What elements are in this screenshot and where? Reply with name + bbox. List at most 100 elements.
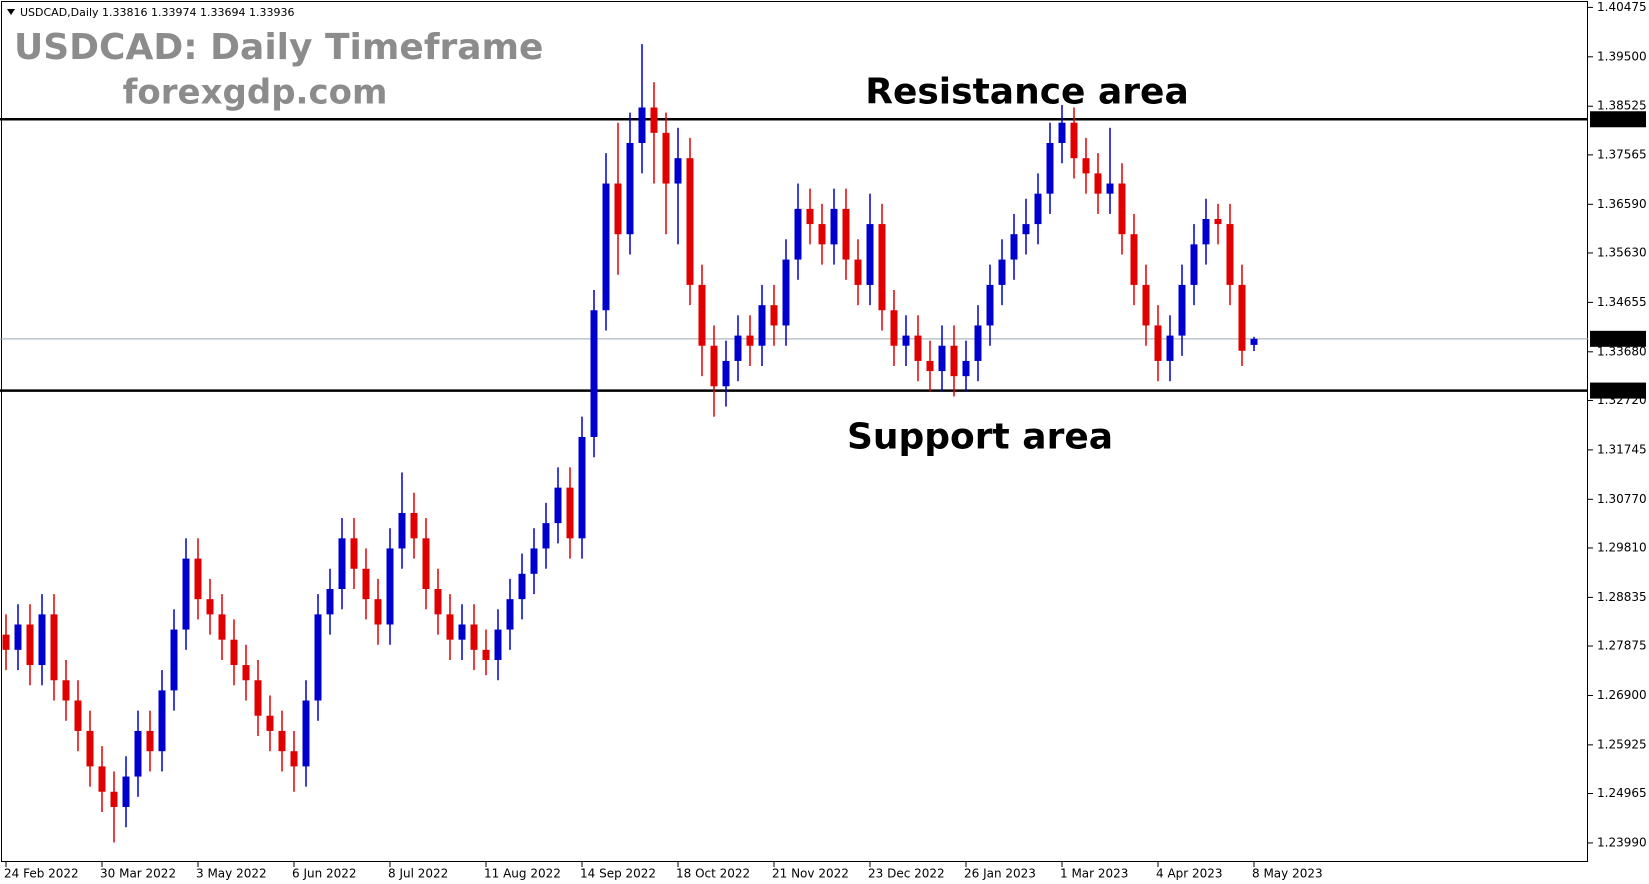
candle-body xyxy=(698,284,706,346)
candle-body xyxy=(1010,234,1018,260)
candle-body xyxy=(482,649,490,660)
candle-body xyxy=(242,665,250,681)
candle-body xyxy=(170,629,178,691)
plot-frame xyxy=(1,1,1588,862)
candle-body xyxy=(86,730,94,767)
y-tick-label: 1.35630 xyxy=(1597,245,1647,259)
candle-body xyxy=(134,730,142,777)
candle-body xyxy=(218,614,226,640)
candle-body xyxy=(278,730,286,752)
y-tick-label: 1.37565 xyxy=(1597,147,1647,161)
y-tick-label: 1.33680 xyxy=(1597,344,1647,358)
candle-body xyxy=(602,183,610,311)
level-label: 1.38268 xyxy=(1596,112,1646,126)
candle-body xyxy=(434,589,442,615)
x-tick-label: 8 Jul 2022 xyxy=(388,867,448,881)
x-tick-label: 8 May 2023 xyxy=(1252,867,1323,881)
candle-body xyxy=(38,614,46,666)
candle-body xyxy=(590,310,598,437)
candle-body xyxy=(926,360,934,372)
candle-body xyxy=(1070,122,1078,159)
candle-body xyxy=(566,487,574,539)
y-tick-label: 1.29810 xyxy=(1597,540,1647,554)
candle-body xyxy=(914,335,922,361)
candle-body xyxy=(1034,193,1042,225)
candle-body xyxy=(1154,325,1162,361)
level-label: 1.33936 xyxy=(1596,331,1646,345)
x-tick-label: 21 Nov 2022 xyxy=(772,867,849,881)
candle-body xyxy=(14,624,22,650)
candle-body xyxy=(710,345,718,387)
candle-body xyxy=(494,629,502,660)
candle-body xyxy=(542,523,550,549)
chart-title: USDCAD: Daily Timeframe xyxy=(14,27,543,68)
candle-body xyxy=(506,599,514,630)
y-tick-label: 1.38525 xyxy=(1597,99,1647,113)
candle-body xyxy=(866,224,874,285)
candle-body xyxy=(722,360,730,387)
candle-body xyxy=(362,568,370,600)
x-tick-label: 30 Mar 2022 xyxy=(100,867,176,881)
candle-body xyxy=(62,680,70,701)
candle-body xyxy=(1118,183,1126,235)
candle-body xyxy=(122,776,130,807)
candle-body xyxy=(770,305,778,326)
y-tick-label: 1.23990 xyxy=(1597,835,1647,849)
candle-body xyxy=(962,360,970,377)
candle-body xyxy=(410,512,418,539)
candle-body xyxy=(1106,183,1114,194)
y-tick-label: 1.28835 xyxy=(1597,590,1647,604)
candle-body xyxy=(158,690,166,752)
x-tick-label: 24 Feb 2022 xyxy=(4,867,79,881)
x-tick-label: 4 Apr 2023 xyxy=(1156,867,1223,881)
candle-body xyxy=(470,624,478,650)
candle-body xyxy=(1046,142,1054,194)
candle-body xyxy=(1250,338,1258,345)
y-tick-label: 1.34655 xyxy=(1597,295,1647,309)
candle-body xyxy=(302,700,310,767)
menu-arrow xyxy=(7,9,15,15)
candle-body xyxy=(230,639,238,666)
candle-body xyxy=(74,700,82,731)
y-tick-label: 1.25925 xyxy=(1597,737,1647,751)
y-tick-label: 1.40475 xyxy=(1597,0,1647,14)
candle-body xyxy=(314,614,322,701)
candle-body xyxy=(398,512,406,549)
candle-body xyxy=(146,730,154,752)
candle-body xyxy=(818,224,826,245)
candle-body xyxy=(938,345,946,372)
level-label-box xyxy=(1590,330,1646,347)
y-tick-label: 1.36590 xyxy=(1597,197,1647,211)
candle-body xyxy=(806,208,814,225)
candle-body xyxy=(386,548,394,625)
candle-body xyxy=(338,538,346,590)
candle-body xyxy=(842,208,850,260)
x-tick-label: 18 Oct 2022 xyxy=(676,867,750,881)
candle-body xyxy=(458,624,466,640)
y-tick-label: 1.27875 xyxy=(1597,639,1647,653)
candle-body xyxy=(854,259,862,285)
candle-body xyxy=(518,573,526,600)
x-tick-label: 1 Mar 2023 xyxy=(1060,867,1128,881)
candle-body xyxy=(746,335,754,346)
candle-body xyxy=(110,791,118,807)
y-tick-label: 1.30770 xyxy=(1597,492,1647,506)
candle-body xyxy=(530,548,538,574)
candle-body xyxy=(902,335,910,346)
x-tick-label: 26 Jan 2023 xyxy=(964,867,1036,881)
candle-body xyxy=(1094,173,1102,194)
candle-body xyxy=(674,158,682,184)
candle-body xyxy=(1142,284,1150,326)
x-tick-label: 11 Aug 2022 xyxy=(484,867,561,881)
candle-body xyxy=(26,624,34,666)
candle-body xyxy=(422,538,430,590)
candle-body xyxy=(758,305,766,346)
annotation: Support area xyxy=(847,417,1113,458)
candle-body xyxy=(1214,219,1222,225)
candle-body xyxy=(890,310,898,346)
candle-body xyxy=(1022,224,1030,235)
candle-body xyxy=(1130,234,1138,285)
candle-body xyxy=(350,538,358,569)
